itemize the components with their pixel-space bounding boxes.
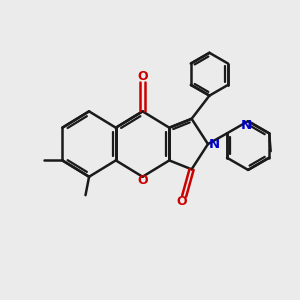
Text: N: N: [208, 138, 220, 151]
Text: N: N: [241, 119, 252, 132]
Text: O: O: [137, 70, 148, 83]
Text: O: O: [176, 195, 187, 208]
Text: O: O: [137, 174, 148, 187]
